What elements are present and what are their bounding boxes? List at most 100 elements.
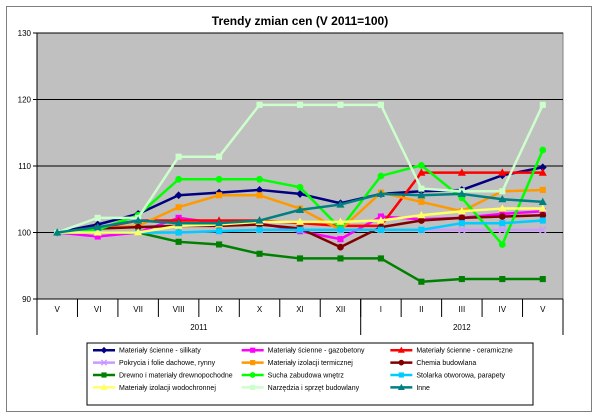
data-point: [100, 383, 108, 390]
data-point: [417, 191, 426, 199]
data-point: [100, 346, 108, 354]
chart-frame: Trendy zmian cen (V 2011=100) 90 100 110 12…: [6, 6, 592, 412]
x-tick-label: VII: [133, 305, 143, 314]
legend-item: Pokrycia i folie dachowe, rynny: [93, 359, 216, 367]
data-point: [498, 213, 506, 220]
data-point: [539, 146, 547, 154]
data-point: [256, 101, 263, 108]
legend-item: Materiały izolacji termicznej: [241, 360, 354, 367]
y-tick-label: 90: [22, 295, 31, 304]
data-point: [377, 172, 385, 180]
legend-label: Materiały izolacji termicznej: [268, 360, 354, 367]
data-point: [539, 186, 546, 194]
x-tick-label: V: [540, 305, 546, 314]
x-tick-label: I: [380, 305, 382, 314]
data-point: [175, 229, 182, 236]
legend-item: Materiały ścienne - silikaty: [93, 346, 201, 355]
legend-item: Materiały izolacji wodochronnej: [93, 383, 216, 392]
data-point: [457, 168, 466, 176]
data-point: [100, 359, 108, 366]
data-point: [377, 255, 384, 262]
data-point: [175, 175, 182, 183]
data-point: [216, 192, 223, 199]
chart-title: Trendy zmian cen (V 2011=100): [212, 14, 388, 28]
legend-item: Sucha zabudowa wnętrz: [241, 372, 345, 380]
data-point: [255, 216, 264, 224]
x-tick-label: XII: [336, 305, 346, 314]
y-tick-label: 110: [18, 162, 31, 171]
data-point: [134, 216, 143, 224]
legend-item: Materiały ścienne - gazobetony: [241, 347, 365, 355]
x-tick-label: III: [459, 305, 466, 314]
data-point: [417, 168, 426, 176]
data-point: [336, 200, 345, 208]
legend-item: Narzędzia i sprzęt budowlany: [241, 384, 360, 392]
data-point: [250, 360, 256, 366]
data-point: [93, 228, 102, 236]
data-point: [337, 255, 344, 262]
data-point: [538, 204, 547, 212]
x-year-label: 2011: [190, 323, 208, 332]
legend-label: Materiały ścienne - silikaty: [119, 348, 201, 355]
data-point: [418, 226, 425, 233]
data-point: [337, 243, 344, 251]
data-point: [539, 217, 546, 224]
legend-label: Materiały ścienne - ceramiczne: [416, 348, 513, 355]
data-point: [377, 226, 384, 233]
data-point: [498, 226, 507, 234]
data-point: [498, 241, 506, 248]
data-point: [215, 218, 224, 227]
data-point: [337, 236, 344, 243]
data-point: [457, 206, 466, 215]
data-point: [256, 175, 263, 183]
legend-label: Stolarka otworowa, parapety: [416, 373, 505, 380]
data-point: [538, 197, 547, 205]
data-point: [296, 255, 304, 262]
data-point: [249, 372, 256, 378]
data-point: [174, 191, 183, 200]
data-point: [101, 372, 107, 378]
legend-item: Materiały ścienne - ceramiczne: [390, 346, 513, 355]
data-point: [499, 275, 506, 283]
series: [53, 189, 547, 236]
data-point: [458, 214, 466, 222]
data-point: [418, 161, 425, 169]
data-point: [215, 175, 223, 183]
data-point: [94, 214, 101, 221]
x-year-label: 2012: [453, 323, 471, 332]
data-point: [539, 275, 546, 283]
data-point: [398, 372, 404, 378]
data-point: [499, 220, 506, 227]
data-point: [498, 168, 507, 176]
legend-item: Stolarka otworowa, parapety: [390, 372, 506, 380]
legend-item: Drewno i materiały drewnopochodne: [93, 372, 233, 380]
data-point: [458, 226, 466, 234]
data-point: [134, 228, 143, 236]
legend-label: Sucha zabudowa wnętrz: [268, 373, 345, 380]
data-point: [295, 217, 305, 225]
data-point: [216, 153, 223, 160]
legend-box: [86, 342, 534, 406]
data-point: [418, 185, 425, 192]
x-tick-label: XI: [296, 305, 304, 314]
data-point: [337, 101, 344, 108]
data-point: [295, 205, 305, 213]
x-tick-label: X: [257, 305, 263, 314]
legend-label: Materiały izolacji wodochronnej: [119, 385, 216, 392]
data-point: [250, 384, 256, 390]
legend-label: Chemia budowlana: [416, 360, 476, 367]
data-point: [397, 346, 405, 353]
data-point: [337, 226, 344, 233]
data-point: [256, 192, 263, 199]
data-point: [377, 101, 384, 108]
data-point: [376, 216, 385, 224]
x-tick-label: IX: [215, 305, 223, 314]
y-tick-label: 120: [18, 96, 32, 105]
legend-label: Inne: [416, 385, 430, 392]
data-point: [256, 250, 263, 257]
data-point: [216, 241, 223, 248]
data-point: [175, 238, 182, 245]
x-tick-label: VI: [94, 305, 102, 314]
x-tick-label: VIII: [173, 305, 185, 314]
legend-item: Inne: [390, 383, 430, 392]
